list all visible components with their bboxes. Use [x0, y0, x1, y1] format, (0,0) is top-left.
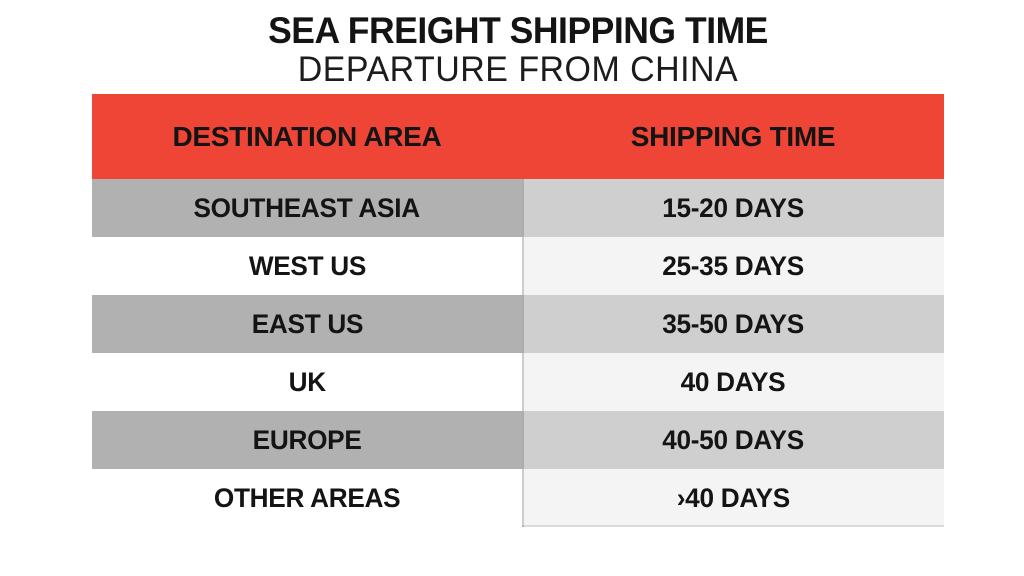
destination-cell: EAST US	[92, 295, 522, 353]
destination-cell: OTHER AREAS	[92, 469, 522, 527]
destination-label: EUROPE	[252, 424, 362, 455]
shipping-time-cell: 15-20 DAYS	[522, 179, 944, 237]
shipping-time-value: ›40 DAYS	[676, 482, 790, 513]
shipping-time-cell: 40-50 DAYS	[522, 411, 944, 469]
destination-cell: WEST US	[92, 237, 522, 295]
table-row: SOUTHEAST ASIA 15-20 DAYS	[92, 179, 944, 237]
shipping-time-table: DESTINATION AREA SHIPPING TIME SOUTHEAST…	[92, 94, 944, 527]
shipping-time-cell: 35-50 DAYS	[522, 295, 944, 353]
page-subtitle: DEPARTURE FROM CHINA	[297, 50, 739, 89]
column-header-shipping-time: SHIPPING TIME	[630, 120, 836, 152]
table-row: EAST US 35-50 DAYS	[92, 295, 944, 353]
table-body: SOUTHEAST ASIA 15-20 DAYS WEST US 25-35 …	[92, 179, 944, 527]
shipping-time-cell: 40 DAYS	[522, 353, 944, 411]
column-header-destination-area: DESTINATION AREA	[172, 120, 442, 152]
destination-label: WEST US	[248, 250, 366, 281]
shipping-time-value: 35-50 DAYS	[662, 308, 804, 339]
destination-label: SOUTHEAST ASIA	[193, 192, 421, 223]
table-row: OTHER AREAS ›40 DAYS	[92, 469, 944, 527]
destination-cell: SOUTHEAST ASIA	[92, 179, 522, 237]
shipping-time-cell: 25-35 DAYS	[522, 237, 944, 295]
table-row: WEST US 25-35 DAYS	[92, 237, 944, 295]
destination-cell: EUROPE	[92, 411, 522, 469]
table-header-row: DESTINATION AREA SHIPPING TIME	[92, 94, 944, 179]
destination-label: OTHER AREAS	[213, 482, 401, 513]
destination-cell: UK	[92, 353, 522, 411]
table-row: UK 40 DAYS	[92, 353, 944, 411]
page-title: SEA FREIGHT SHIPPING TIME	[268, 10, 768, 51]
shipping-time-value: 15-20 DAYS	[662, 192, 804, 223]
shipping-time-value: 40 DAYS	[680, 366, 786, 397]
title-block: SEA FREIGHT SHIPPING TIME DEPARTURE FROM…	[92, 12, 944, 87]
destination-label: EAST US	[251, 308, 363, 339]
shipping-time-value: 40-50 DAYS	[662, 424, 804, 455]
destination-label: UK	[288, 366, 326, 397]
shipping-time-value: 25-35 DAYS	[662, 250, 804, 281]
shipping-time-cell: ›40 DAYS	[522, 469, 944, 527]
table-row: EUROPE 40-50 DAYS	[92, 411, 944, 469]
